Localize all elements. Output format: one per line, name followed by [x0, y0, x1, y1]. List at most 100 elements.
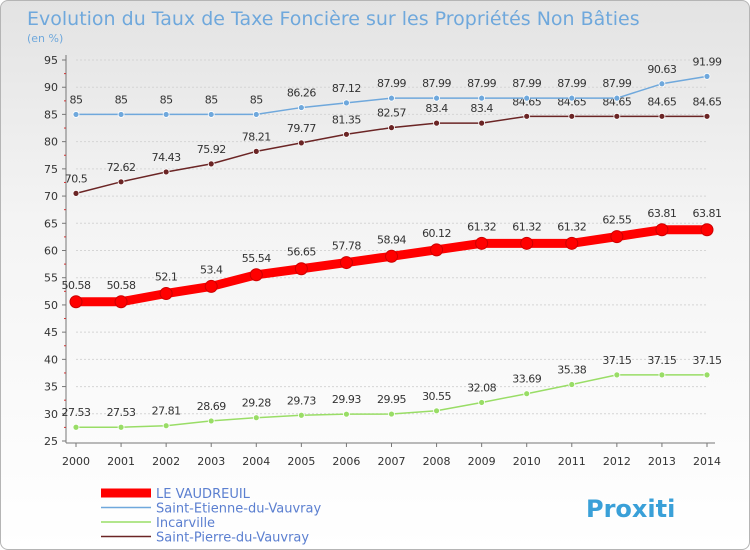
- data-label: 91.99: [693, 55, 722, 68]
- y-tick-label: 35: [44, 381, 58, 394]
- data-label: 29.93: [332, 393, 361, 406]
- x-tick-label: 2010: [513, 455, 541, 468]
- data-label: 33.69: [512, 373, 541, 386]
- data-point: [343, 99, 350, 107]
- data-point: [478, 94, 486, 102]
- data-point: [568, 112, 576, 120]
- data-label: 78.21: [242, 130, 271, 143]
- data-label: 52.1: [155, 270, 178, 283]
- data-point: [207, 111, 215, 118]
- data-point: [613, 94, 621, 102]
- y-tick-label: 80: [44, 136, 58, 149]
- data-point: [703, 72, 711, 80]
- data-label: 87.12: [332, 82, 361, 95]
- y-tick-label: 65: [44, 217, 58, 230]
- data-point: [658, 112, 666, 120]
- data-point: [613, 112, 621, 120]
- data-point: [388, 124, 395, 132]
- chart-title: Evolution du Taux de Taxe Foncière sur l…: [27, 8, 640, 30]
- data-label: 32.08: [467, 381, 496, 394]
- data-point: [433, 407, 440, 415]
- y-tick-label: 75: [44, 163, 58, 176]
- data-point: [568, 94, 576, 102]
- data-point: [658, 371, 666, 379]
- data-label: 84.65: [647, 95, 676, 108]
- data-label: 87.99: [557, 77, 586, 90]
- y-tick-label: 40: [44, 353, 58, 366]
- x-tick-label: 2011: [558, 455, 586, 468]
- data-label: 50.58: [62, 279, 91, 292]
- data-label: 37.15: [647, 354, 676, 367]
- data-point: [114, 295, 128, 309]
- data-point: [433, 94, 440, 102]
- data-label: 63.81: [693, 207, 722, 220]
- plot-area: 25 30 35 40 45 50 55 60 65 70 75 80 85 90 95 2000 2001 20…: [44, 54, 722, 468]
- data-label: 61.32: [557, 220, 586, 233]
- data-label: 85: [205, 93, 218, 106]
- data-point: [565, 236, 579, 250]
- data-label: 82.57: [377, 107, 406, 120]
- legend-label-2: Incarville: [156, 516, 215, 531]
- data-label: 61.32: [467, 220, 496, 233]
- y-tick-label: 70: [44, 190, 58, 203]
- data-point: [655, 223, 669, 237]
- data-label: 57.78: [332, 240, 361, 253]
- data-point: [523, 390, 531, 398]
- data-point: [297, 104, 305, 111]
- data-point: [207, 417, 215, 425]
- data-point: [252, 111, 260, 118]
- data-point: [433, 119, 440, 127]
- data-label: 53.4: [200, 263, 223, 276]
- data-point: [159, 286, 173, 300]
- data-label: 90.63: [647, 63, 676, 76]
- data-label: 84.65: [693, 95, 722, 108]
- x-tick-label: 2012: [603, 455, 631, 468]
- data-label: 72.62: [107, 161, 136, 174]
- data-point: [294, 262, 308, 276]
- data-point: [72, 111, 80, 118]
- x-tick-label: 2008: [423, 455, 451, 468]
- data-label: 37.15: [693, 354, 722, 367]
- data-point: [204, 279, 218, 293]
- x-tick-label: 2002: [152, 455, 180, 468]
- x-tick-label: 2006: [332, 455, 360, 468]
- data-label: 29.28: [242, 397, 271, 410]
- x-tick-label: 2000: [62, 455, 90, 468]
- y-tick-label: 25: [44, 435, 58, 448]
- data-point: [613, 371, 621, 379]
- data-label: 58.94: [377, 233, 406, 246]
- data-point: [520, 236, 534, 250]
- data-point: [117, 423, 125, 431]
- data-point: [117, 178, 125, 186]
- data-point: [610, 230, 624, 244]
- data-label: 62.55: [602, 214, 631, 227]
- data-label: 87.99: [512, 77, 541, 90]
- data-label: 74.43: [152, 151, 181, 164]
- data-point: [475, 236, 489, 250]
- data-label: 27.81: [152, 405, 181, 418]
- data-point: [388, 94, 395, 102]
- y-tick-label: 45: [44, 326, 58, 339]
- y-tick-label: 50: [44, 299, 58, 312]
- data-label: 75.92: [197, 143, 226, 156]
- x-tick-label: 2014: [693, 455, 721, 468]
- y-tick-label: 95: [44, 54, 58, 67]
- data-label: 85: [160, 93, 173, 106]
- data-point: [72, 423, 80, 431]
- data-label: 85: [115, 93, 128, 106]
- data-point: [700, 223, 714, 237]
- x-tick-label: 2009: [468, 455, 496, 468]
- data-point: [343, 410, 350, 418]
- legend-label-3: Saint-Pierre-du-Vauvray: [156, 531, 309, 546]
- data-label: 30.55: [422, 390, 451, 403]
- data-label: 37.15: [602, 354, 631, 367]
- data-label: 56.65: [287, 246, 316, 259]
- data-point: [162, 111, 170, 118]
- data-label: 29.95: [377, 393, 406, 406]
- x-tick-label: 2007: [378, 455, 406, 468]
- data-label: 29.73: [287, 394, 316, 407]
- data-point: [252, 147, 260, 155]
- data-label: 28.69: [197, 400, 226, 413]
